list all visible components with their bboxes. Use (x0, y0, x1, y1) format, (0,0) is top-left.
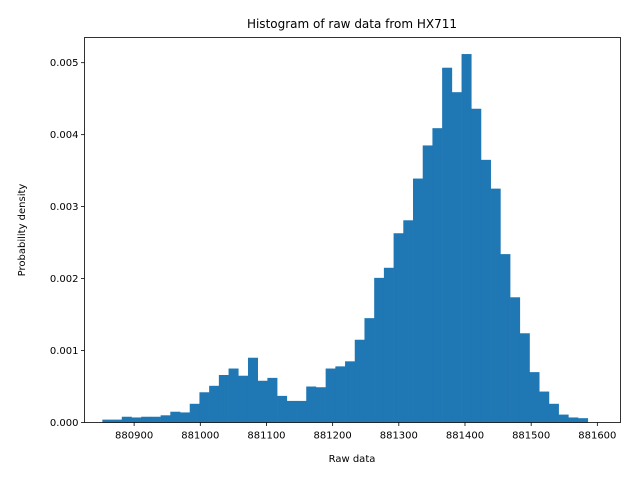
histogram-bar (267, 377, 278, 423)
histogram-bar (209, 385, 220, 423)
histogram-bar (199, 392, 210, 423)
histogram-bar (432, 128, 443, 423)
histogram-bar (461, 54, 472, 423)
histogram-bar (277, 395, 288, 423)
histogram-bar (102, 419, 113, 423)
bars-group (102, 54, 589, 423)
histogram-bar (315, 387, 326, 423)
histogram-bar (286, 400, 297, 423)
histogram-bar (345, 361, 356, 423)
histogram-bar (548, 403, 559, 423)
x-tick-label: 881300 (380, 431, 418, 442)
x-tick-label: 881500 (512, 431, 550, 442)
y-tick-label: 0.002 (50, 274, 79, 285)
histogram-bar (578, 418, 589, 423)
y-tick-label: 0.001 (50, 346, 79, 357)
histogram-bar (296, 400, 307, 423)
histogram-bar (471, 108, 482, 423)
x-tick-label: 881100 (247, 431, 285, 442)
histogram-bar (150, 416, 161, 423)
x-axis-label: Raw data (329, 454, 376, 465)
histogram-bar (170, 411, 181, 423)
y-tick-label: 0.000 (50, 418, 79, 429)
histogram-bar (403, 220, 414, 423)
y-tick-label: 0.003 (50, 202, 79, 213)
histogram-bar (558, 414, 569, 423)
histogram-bar (238, 375, 249, 423)
histogram-bar (257, 380, 268, 423)
x-tick-label: 881000 (181, 431, 219, 442)
histogram-bar (442, 67, 453, 423)
histogram-bar (568, 417, 579, 423)
y-axis-ticks: 0.000 0.001 0.002 0.003 0.004 0.005 (50, 58, 85, 429)
histogram-bar (141, 416, 152, 423)
histogram-bar (354, 339, 365, 423)
histogram-bar (529, 372, 540, 423)
histogram-bar (413, 178, 424, 423)
y-tick-label: 0.005 (50, 58, 79, 69)
histogram-bar (228, 368, 239, 423)
histogram-bar (306, 386, 317, 423)
histogram-bar (131, 417, 142, 423)
histogram-bar (422, 145, 433, 423)
histogram-bar (519, 333, 530, 423)
histogram-bar (218, 375, 229, 423)
histogram-bar (112, 419, 123, 423)
histogram-bar (393, 233, 404, 423)
histogram-bar (500, 254, 511, 423)
x-tick-label: 881200 (314, 431, 352, 442)
histogram-bar (189, 403, 200, 423)
histogram-bar (451, 92, 462, 423)
histogram-bar (180, 412, 191, 423)
plot-frame (84, 37, 621, 423)
x-tick-label: 881400 (446, 431, 484, 442)
histogram-bar (121, 416, 132, 423)
histogram-bar (160, 415, 171, 423)
histogram-bar (383, 267, 394, 423)
histogram-bar (247, 357, 258, 423)
x-axis-ticks: 880900 881000 881100 881200 881300 881400 8815… (115, 422, 616, 442)
x-tick-label: 881600 (578, 431, 616, 442)
histogram-bar (490, 188, 501, 423)
histogram-bar (480, 159, 491, 423)
histogram-bar (510, 297, 521, 423)
histogram-bar (335, 366, 346, 423)
histogram-bar (364, 318, 375, 423)
chart-title: Histogram of raw data from HX711 (247, 17, 457, 31)
histogram-bar (374, 277, 385, 423)
y-axis-label: Probability density (17, 184, 28, 277)
x-tick-label: 880900 (115, 431, 153, 442)
histogram-bar (325, 368, 336, 423)
y-tick-label: 0.004 (50, 130, 79, 141)
histogram-bar (539, 391, 550, 423)
